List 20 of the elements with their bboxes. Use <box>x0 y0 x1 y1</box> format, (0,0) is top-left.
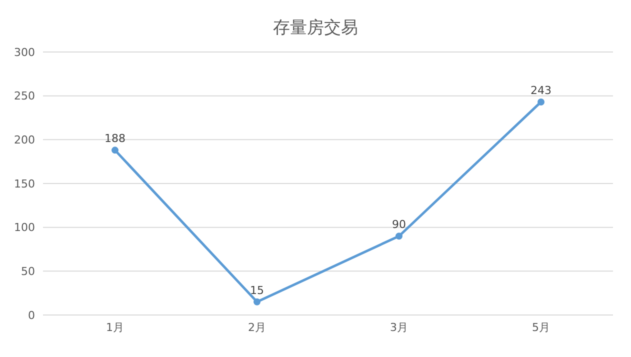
point <box>112 146 118 154</box>
y-tick-label: 100 <box>14 221 35 234</box>
y-tick-label: 200 <box>14 134 35 147</box>
point <box>254 298 260 306</box>
data-label: 188 <box>104 132 126 146</box>
y-tick-label: 0 <box>28 308 35 322</box>
y-tick-label: 150 <box>14 177 35 190</box>
point <box>538 98 544 106</box>
data-label: 90 <box>392 218 406 232</box>
x-tick-label: 5月 <box>532 320 550 334</box>
x-tick-label: 2月 <box>248 320 266 334</box>
y-tick-label: 50 <box>21 265 35 278</box>
y-tick-label: 300 <box>14 46 35 59</box>
x-tick-label: 3月 <box>390 320 408 334</box>
point <box>396 232 402 240</box>
data-label: 15 <box>250 284 264 297</box>
y-tick-label: 250 <box>14 90 35 103</box>
data-label: 243 <box>530 84 552 97</box>
x-tick-label: 1月 <box>106 320 124 334</box>
chart-title: 存量房交易 <box>272 17 359 39</box>
